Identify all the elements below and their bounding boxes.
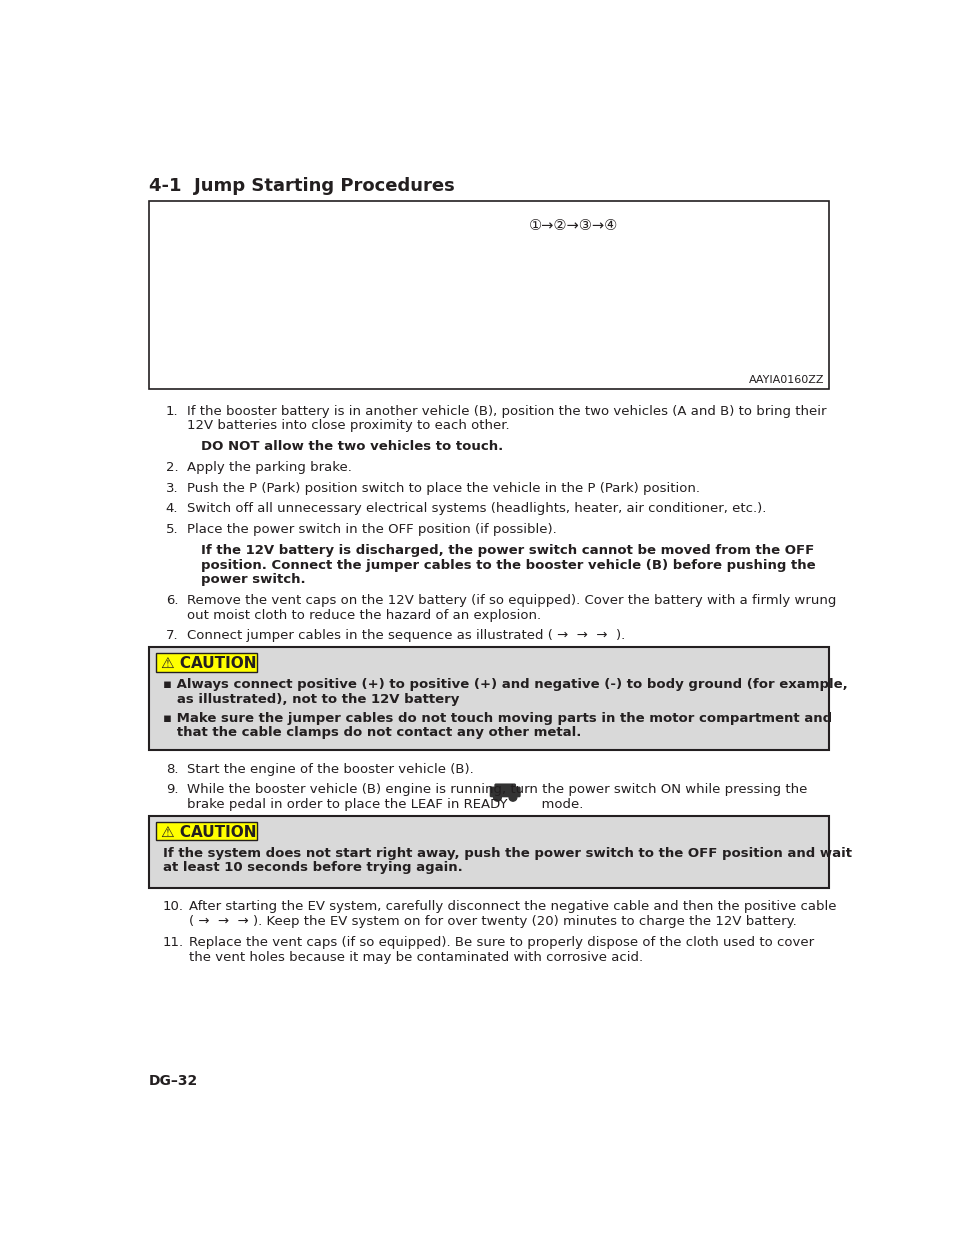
Text: 4-1  Jump Starting Procedures: 4-1 Jump Starting Procedures bbox=[149, 178, 454, 195]
Text: Place the power switch in the OFF position (if possible).: Place the power switch in the OFF positi… bbox=[187, 524, 557, 536]
Text: 10.: 10. bbox=[162, 900, 184, 914]
Text: Replace the vent caps (if so equipped). Be sure to properly dispose of the cloth: Replace the vent caps (if so equipped). … bbox=[189, 936, 813, 948]
Bar bbox=[149, 647, 828, 751]
Text: DG–32: DG–32 bbox=[149, 1073, 197, 1088]
Text: AAYIA0160ZZ: AAYIA0160ZZ bbox=[748, 374, 823, 384]
Text: 1.: 1. bbox=[166, 405, 178, 417]
Text: ( →  →  → ). Keep the EV system on for over twenty (20) minutes to charge the 12: ( → → → ). Keep the EV system on for ove… bbox=[189, 915, 796, 929]
Text: the vent holes because it may be contaminated with corrosive acid.: the vent holes because it may be contami… bbox=[189, 951, 642, 963]
Text: While the booster vehicle (B) engine is running, turn the power switch ON while : While the booster vehicle (B) engine is … bbox=[187, 783, 807, 797]
Text: If the booster battery is in another vehicle (B), position the two vehicles (A a: If the booster battery is in another veh… bbox=[187, 405, 826, 417]
Text: brake pedal in order to place the LEAF in READY        mode.: brake pedal in order to place the LEAF i… bbox=[187, 798, 583, 811]
Text: 3.: 3. bbox=[166, 482, 178, 494]
Text: that the cable clamps do not contact any other metal.: that the cable clamps do not contact any… bbox=[162, 726, 580, 740]
Text: at least 10 seconds before trying again.: at least 10 seconds before trying again. bbox=[162, 861, 462, 874]
Text: DO NOT allow the two vehicles to touch.: DO NOT allow the two vehicles to touch. bbox=[200, 440, 502, 453]
Bar bbox=[149, 200, 828, 389]
Text: out moist cloth to reduce the hazard of an explosion.: out moist cloth to reduce the hazard of … bbox=[187, 609, 541, 621]
Text: 5.: 5. bbox=[166, 524, 178, 536]
Text: After starting the EV system, carefully disconnect the negative cable and then t: After starting the EV system, carefully … bbox=[189, 900, 836, 914]
Text: 8.: 8. bbox=[166, 763, 178, 776]
Text: Switch off all unnecessary electrical systems (headlights, heater, air condition: Switch off all unnecessary electrical sy… bbox=[187, 503, 766, 515]
Bar bbox=[156, 823, 257, 841]
FancyBboxPatch shape bbox=[494, 783, 516, 793]
Text: Connect jumper cables in the sequence as illustrated ( →  →  →  ).: Connect jumper cables in the sequence as… bbox=[187, 630, 625, 642]
Text: position. Connect the jumper cables to the booster vehicle (B) before pushing th: position. Connect the jumper cables to t… bbox=[200, 558, 815, 572]
Text: 11.: 11. bbox=[162, 936, 184, 948]
Text: If the system does not start right away, push the power switch to the OFF positi: If the system does not start right away,… bbox=[162, 846, 851, 860]
Circle shape bbox=[493, 793, 500, 802]
Text: ⚠ CAUTION: ⚠ CAUTION bbox=[161, 825, 256, 840]
Text: ▪ Make sure the jumper cables do not touch moving parts in the motor compartment: ▪ Make sure the jumper cables do not tou… bbox=[162, 711, 831, 725]
FancyBboxPatch shape bbox=[489, 787, 520, 798]
Text: Push the P (Park) position switch to place the vehicle in the P (Park) position.: Push the P (Park) position switch to pla… bbox=[187, 482, 700, 494]
Text: as illustrated), not to the 12V battery: as illustrated), not to the 12V battery bbox=[162, 693, 458, 705]
Text: Start the engine of the booster vehicle (B).: Start the engine of the booster vehicle … bbox=[187, 763, 474, 776]
Text: 7.: 7. bbox=[166, 630, 178, 642]
Text: 9.: 9. bbox=[166, 783, 178, 797]
Circle shape bbox=[509, 793, 517, 802]
Text: Remove the vent caps on the 12V battery (if so equipped). Cover the battery with: Remove the vent caps on the 12V battery … bbox=[187, 594, 836, 608]
Text: 12V batteries into close proximity to each other.: 12V batteries into close proximity to ea… bbox=[187, 419, 510, 432]
Text: If the 12V battery is discharged, the power switch cannot be moved from the OFF: If the 12V battery is discharged, the po… bbox=[200, 543, 813, 557]
Text: 4.: 4. bbox=[166, 503, 178, 515]
Text: ▪ Always connect positive (+) to positive (+) and negative (-) to body ground (f: ▪ Always connect positive (+) to positiv… bbox=[162, 678, 846, 690]
Text: power switch.: power switch. bbox=[200, 573, 305, 587]
Bar bbox=[149, 816, 828, 888]
Text: ⚠ CAUTION: ⚠ CAUTION bbox=[161, 656, 256, 672]
Text: 2.: 2. bbox=[166, 461, 178, 474]
Text: Apply the parking brake.: Apply the parking brake. bbox=[187, 461, 352, 474]
Text: ①→②→③→④: ①→②→③→④ bbox=[528, 217, 617, 232]
Bar bbox=[156, 653, 257, 672]
Text: 6.: 6. bbox=[166, 594, 178, 608]
